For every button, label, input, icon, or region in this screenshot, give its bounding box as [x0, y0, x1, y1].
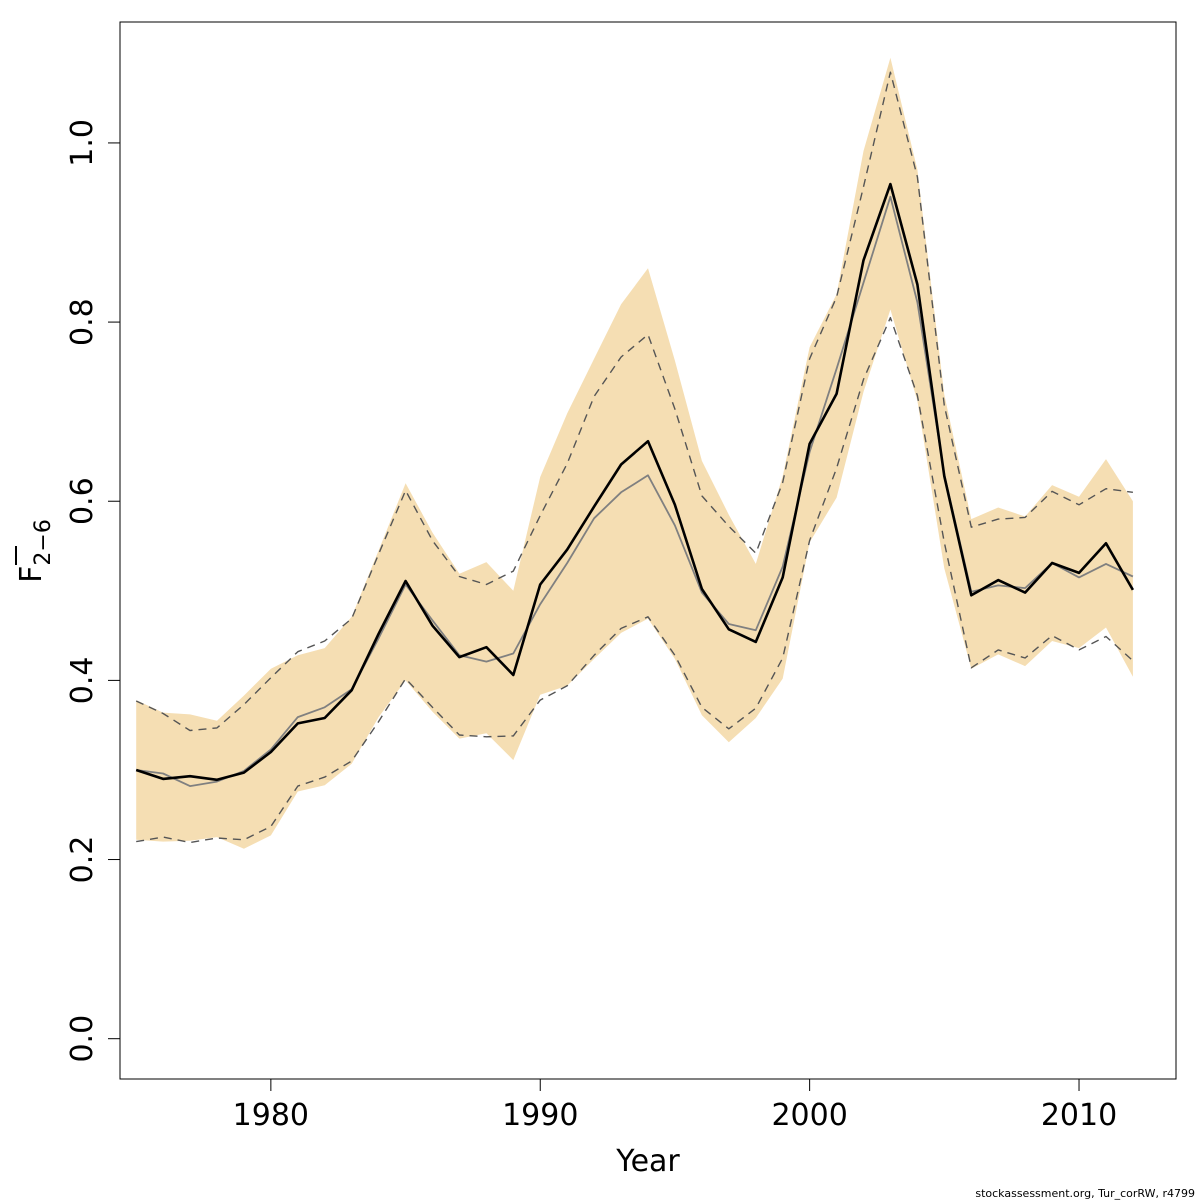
- x-axis: 1980 1990 2000 2010: [233, 1078, 1117, 1133]
- footer-credit: stockassessment.org, Tur_corRW, r4799: [975, 1187, 1195, 1200]
- x-tick-label: 2010: [1041, 1098, 1117, 1133]
- y-tick-label: 0.0: [65, 1015, 100, 1063]
- y-tick-label: 0.6: [65, 477, 100, 525]
- series-line-estimate: [135, 182, 1135, 782]
- x-tick-label: 2000: [771, 1098, 847, 1133]
- svg-text:F2−6: F2−6: [14, 519, 56, 583]
- x-axis-title: Year: [615, 1144, 680, 1179]
- y-axis-title-main: F: [14, 566, 49, 583]
- y-axis-title-subscript: 2−6: [31, 519, 56, 565]
- x-tick-label: 1990: [502, 1098, 578, 1133]
- y-tick-label: 0.2: [65, 836, 100, 884]
- series-line-comparison-ci-lower: [136, 316, 1134, 844]
- x-tick-label: 1980: [233, 1098, 309, 1133]
- y-tick-label: 0.8: [65, 298, 100, 346]
- y-tick-label: 0.4: [65, 657, 100, 705]
- y-axis-title: F2−6: [14, 519, 56, 583]
- y-tick-label: 1.0: [65, 119, 100, 167]
- plot-area: [119, 21, 1177, 1080]
- y-axis: 0.0 0.2 0.4 0.6 0.8 1.0: [65, 119, 121, 1063]
- series-layer: [135, 71, 1135, 844]
